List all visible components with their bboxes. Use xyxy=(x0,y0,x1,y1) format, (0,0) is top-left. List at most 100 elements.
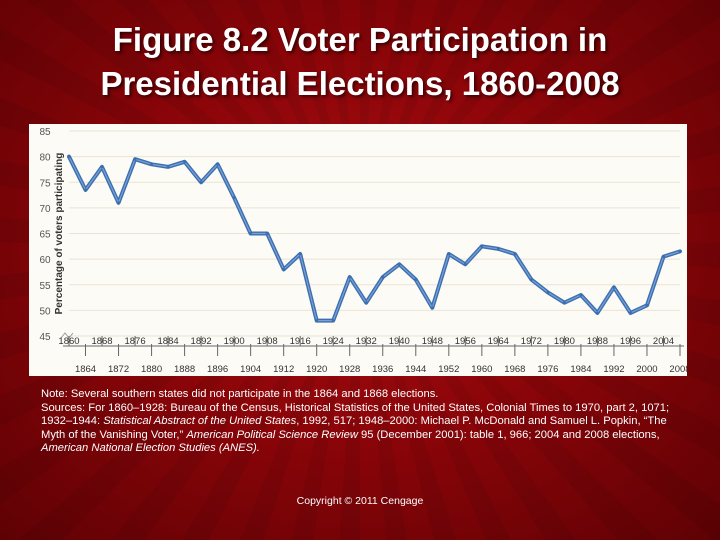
x-tick-label: 1944 xyxy=(405,364,426,375)
x-tick-label: 1868 xyxy=(91,336,112,347)
data-point xyxy=(150,162,154,166)
x-tick-label: 1984 xyxy=(570,364,591,375)
data-point xyxy=(529,278,533,282)
sources-part-a: Sources: For 1860–1928: Bureau of the Ce… xyxy=(41,401,670,428)
data-point xyxy=(183,160,187,164)
copyright-text: Copyright © 2011 Cengage xyxy=(296,495,424,507)
axis-break-marker xyxy=(60,332,74,339)
y-tick-label: 80 xyxy=(39,153,51,164)
data-point xyxy=(645,303,649,307)
x-tick-label: 1964 xyxy=(488,336,509,347)
x-tick-label: 1888 xyxy=(174,364,195,375)
x-tick-label: 1896 xyxy=(207,364,228,375)
x-tick-label: 1920 xyxy=(306,364,327,375)
sources-text: Sources: For 1860–1928: Bureau of the Ce… xyxy=(41,402,681,456)
x-tick-label: 1952 xyxy=(438,364,459,375)
data-point xyxy=(298,252,302,256)
data-point xyxy=(249,232,253,235)
x-tick-label: 1948 xyxy=(422,336,443,347)
data-point xyxy=(199,180,203,184)
data-point xyxy=(628,311,632,315)
x-tick-label: 1864 xyxy=(75,364,96,375)
data-point xyxy=(100,165,104,169)
data-point xyxy=(364,301,368,305)
data-point xyxy=(67,155,71,159)
data-point xyxy=(546,290,550,294)
data-point xyxy=(117,201,121,205)
sources-part-c: , 1992, 517; 1948–2000: Michael P. McDon… xyxy=(41,415,667,441)
y-tick-label: 55 xyxy=(39,281,51,292)
x-tick-label: 1876 xyxy=(124,336,145,347)
data-point xyxy=(84,188,88,192)
x-tick-label: 1988 xyxy=(587,336,608,347)
data-point xyxy=(513,252,517,256)
sources-part-b: Statistical Abstract of the United State… xyxy=(103,415,297,428)
x-tick-label: 1904 xyxy=(240,364,261,375)
data-point xyxy=(265,232,269,235)
x-tick-label: 1912 xyxy=(273,364,294,375)
x-tick-label: 2008 xyxy=(669,364,687,375)
x-tick-label: 1980 xyxy=(554,336,575,347)
data-point xyxy=(381,275,385,279)
data-point xyxy=(397,262,401,266)
data-point xyxy=(678,249,682,253)
x-tick-label: 1940 xyxy=(389,336,410,347)
note-text: Note: Several southern states did not pa… xyxy=(41,388,439,400)
y-tick-label: 85 xyxy=(39,127,51,138)
x-tick-label: 1928 xyxy=(339,364,360,375)
x-tick-label: 1884 xyxy=(158,336,179,347)
x-tick-label: 1924 xyxy=(323,336,344,347)
data-point xyxy=(348,275,352,279)
x-tick-label: 1996 xyxy=(620,336,641,347)
data-point xyxy=(430,306,434,310)
data-point xyxy=(133,157,137,161)
x-tick-label: 1892 xyxy=(191,336,212,347)
x-tick-label: 1936 xyxy=(372,364,393,375)
data-point xyxy=(480,244,484,248)
title-line-1: Figure 8.2 Voter Participation in xyxy=(112,21,608,58)
sources-part-e: 95 (December 2001): table 1, 966; 2004 a… xyxy=(357,428,660,441)
x-tick-label: 1916 xyxy=(290,336,311,347)
y-tick-label: 45 xyxy=(39,332,51,343)
x-tick-label: 1992 xyxy=(603,364,624,375)
x-tick-label: 1968 xyxy=(504,364,525,375)
x-tick-label: 2004 xyxy=(653,336,674,347)
data-point xyxy=(216,162,220,166)
x-tick-label: 1972 xyxy=(521,336,542,347)
data-point xyxy=(463,262,467,266)
series-line xyxy=(67,154,682,323)
data-point xyxy=(414,278,418,282)
y-tick-label: 60 xyxy=(39,255,51,266)
y-tick-label: 50 xyxy=(39,306,51,317)
data-point xyxy=(232,196,236,200)
x-tick-label: 1956 xyxy=(455,336,476,347)
x-tick-label: 1932 xyxy=(356,336,377,347)
sources-part-d: American Political Science Review xyxy=(186,428,358,441)
x-tick-label: 2000 xyxy=(636,364,657,375)
y-tick-label: 70 xyxy=(39,204,51,215)
slide-title: Figure 8.2 Voter Participation in Presid… xyxy=(0,18,720,106)
x-tick-label: 1860 xyxy=(58,336,79,347)
x-tick-label: 1908 xyxy=(257,336,278,347)
data-point xyxy=(282,267,286,271)
notes-block: Note: Several southern states did not pa… xyxy=(41,388,681,456)
x-tick-label: 1976 xyxy=(537,364,558,375)
y-tick-label: 75 xyxy=(39,178,51,189)
data-point xyxy=(496,247,500,251)
data-point xyxy=(595,311,599,315)
data-point xyxy=(166,165,170,169)
chart-panel: 85 80 75 70 65 60 55 50 45 Percentage of voters p… xyxy=(29,124,687,376)
x-tick-label: 1960 xyxy=(471,364,492,375)
data-point xyxy=(612,285,616,289)
data-point xyxy=(579,293,583,297)
data-point xyxy=(447,252,451,256)
voter-participation-chart: 85 80 75 70 65 60 55 50 45 Percentage of voters p… xyxy=(39,127,687,375)
x-tick-label: 1872 xyxy=(108,364,129,375)
x-tick-label: 1880 xyxy=(141,364,162,375)
title-line-2: Presidential Elections, 1860-2008 xyxy=(100,65,620,102)
data-point xyxy=(661,255,665,259)
y-axis-label: Percentage of voters participating xyxy=(54,153,65,315)
x-tick-label: 1900 xyxy=(224,336,245,347)
data-point xyxy=(331,319,335,323)
data-point xyxy=(562,301,566,305)
